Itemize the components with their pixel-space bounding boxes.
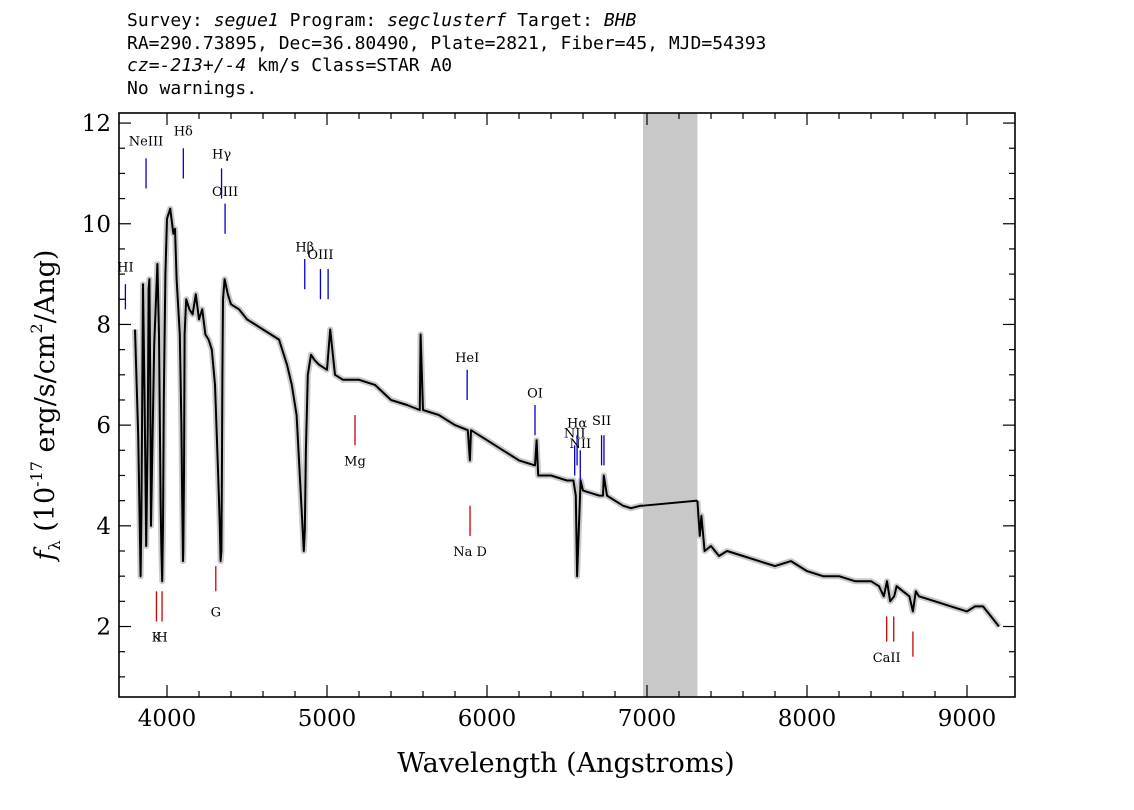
y-label-exp: -17 <box>27 461 46 487</box>
y-label-main: (10 <box>30 487 61 540</box>
y-tick-label: 2 <box>96 615 111 641</box>
absorption-line-label-5: CaII <box>873 651 901 666</box>
target-value: BHB <box>603 10 637 31</box>
absorption-line-label-3: K <box>152 631 162 646</box>
absorption-line-label-4: H <box>156 631 167 646</box>
y-tick-label: 12 <box>82 111 111 137</box>
emission-line-label-11: Hα <box>567 417 587 432</box>
error-band-0 <box>132 205 644 585</box>
plot-frame <box>118 112 1016 698</box>
emission-line-label-4: OIII <box>212 185 238 200</box>
x-tick-label: 8000 <box>778 706 837 732</box>
header-line-redshift: cz=-213+/-4 km/s Class=STAR A0 <box>127 55 766 78</box>
emission-line-label-3: Hγ <box>212 147 231 162</box>
emission-line-label-9: OI <box>527 386 543 401</box>
axes-layer: 4000 5000 6000 7000 8000 9000 2 4 6 8 10 12 <box>82 111 1016 732</box>
emission-line-label-8: HeI <box>455 351 479 366</box>
emission-line-label-5: Hβ <box>295 240 314 255</box>
x-tick-label: 6000 <box>458 706 517 732</box>
y-tick-label: 10 <box>82 212 111 238</box>
emission-line-label-6: OIII <box>307 248 333 263</box>
masked-region <box>643 113 698 697</box>
header-line-survey: Survey: segue1 Program: segclusterf Targ… <box>127 10 766 33</box>
emission-line-label-2: Hδ <box>174 125 193 140</box>
y-label-exp2: 2 <box>27 323 46 333</box>
y-label-tail: /Ang) <box>30 250 61 324</box>
emission-line-label-10: NII <box>564 427 586 442</box>
line-markers-layer: HINeIIIHδHγOIIIHβOIIIHeIOINIIHαNIISIIMgN… <box>117 125 914 666</box>
cz-units: km/s Class=STAR A0 <box>246 55 453 76</box>
program-label: Program: <box>278 10 388 31</box>
survey-value: segue1 <box>213 10 279 31</box>
x-tick-label: 5000 <box>298 706 357 732</box>
cz-value: =-213+/-4 <box>148 55 247 76</box>
x-tick-label: 9000 <box>938 706 997 732</box>
masked-region-layer <box>643 113 698 697</box>
x-axis-label: Wavelength (Angstroms) <box>397 748 734 779</box>
x-tick-label: 4000 <box>138 706 197 732</box>
y-label-sub: λ <box>45 540 64 550</box>
y-label-f: f <box>30 546 61 562</box>
y-label-rest: erg/s/cm <box>30 334 61 462</box>
emission-line-label-0: HI <box>117 261 133 276</box>
flux-series-1 <box>696 500 1000 628</box>
absorption-line-label-2: G <box>211 605 221 620</box>
target-label: Target: <box>506 10 604 31</box>
cz-label: cz <box>127 55 149 76</box>
survey-label: Survey: <box>127 10 214 31</box>
y-tick-label: 4 <box>96 514 111 540</box>
absorption-line-label-1: Na D <box>453 545 487 560</box>
emission-line-label-12: NII <box>569 437 591 452</box>
program-value: segclusterf <box>387 10 507 31</box>
emission-line-label-13: SII <box>592 414 611 429</box>
flux-layer <box>134 207 1000 628</box>
spectrum-header: Survey: segue1 Program: segclusterf Targ… <box>127 10 766 100</box>
y-axis-label: fλ (10-17 erg/s/cm2/Ang) <box>27 250 64 563</box>
header-line-warnings: No warnings. <box>127 77 258 99</box>
emission-line-label-1: NeIII <box>129 135 163 150</box>
header-line-coords: RA=290.73895, Dec=36.80490, Plate=2821, … <box>127 32 767 54</box>
absorption-line-label-0: Mg <box>344 454 366 469</box>
y-tick-label: 8 <box>96 312 111 338</box>
flux-series-0 <box>134 207 643 583</box>
y-tick-label: 6 <box>96 413 111 439</box>
x-tick-label: 7000 <box>618 706 677 732</box>
flux-bridge <box>642 499 698 507</box>
